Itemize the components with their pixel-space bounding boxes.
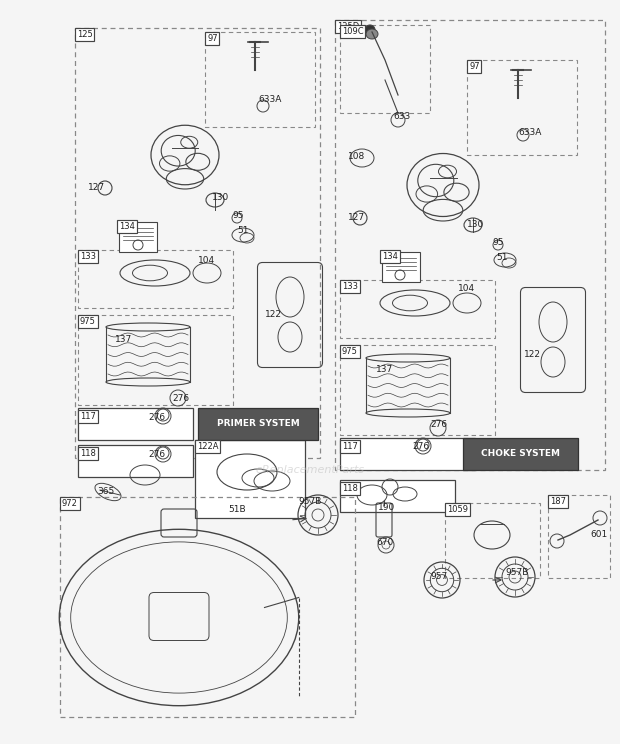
Text: 127: 127 [348, 213, 365, 222]
Text: 127: 127 [88, 183, 105, 192]
Bar [78, 315, 233, 405]
Text: 957B: 957B [298, 497, 321, 506]
Bar [548, 495, 610, 578]
Text: 51B: 51B [228, 505, 246, 514]
Text: 134: 134 [119, 222, 135, 231]
Text: 125: 125 [77, 30, 93, 39]
Text: 975: 975 [342, 347, 358, 356]
Circle shape [365, 25, 375, 35]
Text: 972: 972 [62, 499, 78, 508]
Bar [78, 408, 193, 440]
Text: 133: 133 [80, 252, 96, 261]
Text: 276: 276 [172, 394, 189, 403]
Text: 137: 137 [115, 335, 132, 344]
Bar [463, 438, 578, 470]
Text: 122A: 122A [197, 442, 218, 451]
Text: 137: 137 [376, 365, 393, 374]
Bar [445, 503, 540, 578]
Bar [340, 480, 455, 512]
Text: 190: 190 [378, 503, 396, 512]
Text: 104: 104 [198, 256, 215, 265]
Text: 633: 633 [393, 112, 410, 121]
Text: CHOKE SYSTEM: CHOKE SYSTEM [481, 449, 560, 458]
Text: 130: 130 [467, 220, 484, 229]
Bar [198, 408, 318, 440]
Text: 134: 134 [382, 252, 398, 261]
Text: 125D: 125D [337, 22, 359, 31]
Text: 957: 957 [430, 572, 447, 581]
Text: 117: 117 [80, 412, 96, 421]
Text: 51: 51 [496, 253, 508, 262]
Bar [119, 222, 157, 252]
Bar [340, 25, 430, 113]
Text: 187: 187 [550, 497, 566, 506]
Text: 109C: 109C [342, 27, 363, 36]
Text: 118: 118 [80, 449, 96, 458]
Text: 276: 276 [430, 420, 447, 429]
Text: 108: 108 [348, 152, 365, 161]
Text: 117: 117 [342, 442, 358, 451]
Text: 957B: 957B [505, 568, 528, 577]
Text: 276: 276 [148, 450, 165, 459]
Text: 601: 601 [590, 530, 607, 539]
Text: 118: 118 [342, 484, 358, 493]
Bar [340, 438, 475, 470]
Bar [78, 250, 233, 308]
Text: PRIMER SYSTEM: PRIMER SYSTEM [216, 420, 299, 429]
Text: 633A: 633A [518, 128, 541, 137]
Bar [467, 60, 577, 155]
Bar [340, 280, 495, 338]
Text: eReplacementParts: eReplacementParts [255, 465, 365, 475]
Bar [340, 345, 495, 435]
Text: 122: 122 [524, 350, 541, 359]
Bar [60, 497, 355, 717]
Text: 1059: 1059 [447, 505, 468, 514]
Bar [335, 20, 605, 470]
Text: 130: 130 [212, 193, 229, 202]
Text: 633A: 633A [258, 95, 281, 104]
Bar [78, 445, 193, 477]
Ellipse shape [366, 29, 378, 39]
Text: 122: 122 [265, 310, 282, 319]
Bar [205, 32, 315, 127]
Text: 51: 51 [237, 226, 249, 235]
Text: 97: 97 [207, 34, 218, 43]
Text: 97: 97 [469, 62, 480, 71]
Bar [382, 252, 420, 282]
Text: 95: 95 [492, 238, 503, 247]
Text: 276: 276 [148, 413, 165, 422]
Bar [75, 28, 320, 458]
Bar [195, 440, 305, 518]
Text: 104: 104 [458, 284, 475, 293]
Text: 276: 276 [412, 442, 429, 451]
Text: 95: 95 [232, 211, 244, 220]
Text: 670: 670 [376, 538, 393, 547]
Text: 133: 133 [342, 282, 358, 291]
Text: 975: 975 [80, 317, 96, 326]
Text: 365: 365 [97, 487, 114, 496]
